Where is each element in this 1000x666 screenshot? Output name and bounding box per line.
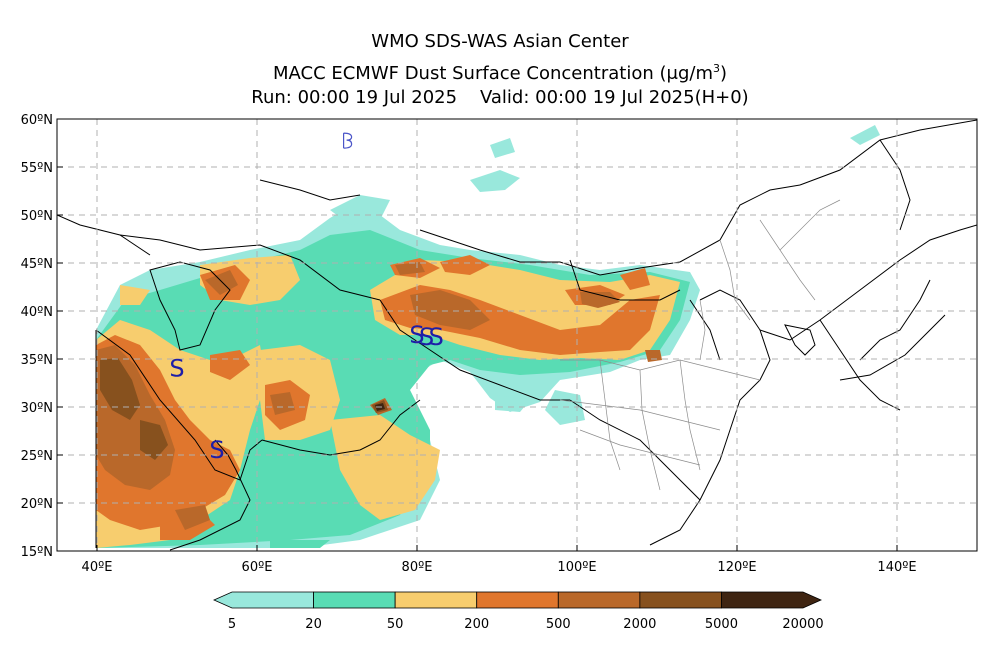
dust-storm-icon: S <box>169 355 184 383</box>
title-unit: (μg/m3) <box>659 62 728 84</box>
title-line-2: MACC ECMWF Dust Surface Concentration (μ… <box>0 58 1000 85</box>
colorbar-label: 500 <box>546 617 571 632</box>
colorbar-swatch <box>313 591 396 609</box>
run-time: Run: 00:00 19 Jul 2025 <box>251 87 458 108</box>
lat-tick-label: 25ºN <box>21 449 53 464</box>
colorbar-swatch <box>476 591 559 609</box>
lon-tick-label: 40ºE <box>82 560 113 575</box>
title-line-1: WMO SDS-WAS Asian Center <box>371 31 629 52</box>
title-product: MACC ECMWF Dust Surface Concentration <box>272 63 654 84</box>
colorbar-swatch <box>721 591 822 609</box>
lon-tick-label: 120ºE <box>717 560 756 575</box>
lat-tick-label: 45ºN <box>21 257 53 272</box>
colorbar-swatch <box>213 591 314 609</box>
lon-tick-label: 60ºE <box>242 560 273 575</box>
lat-tick-label: 55ºN <box>21 161 53 176</box>
colorbar-label: 20000 <box>782 617 823 632</box>
lat-tick-label: 15ºN <box>21 545 53 560</box>
lon-tick-label: 100ºE <box>557 560 596 575</box>
colorbar-label: 200 <box>464 617 489 632</box>
colorbar-label: 50 <box>387 617 404 632</box>
colorbar-swatch <box>639 591 722 609</box>
lon-tick-label: 80ºE <box>402 560 433 575</box>
lon-tick-label: 140ºE <box>877 560 916 575</box>
latitude-axis: 15ºN 20ºN 25ºN 30ºN 35ºN 40ºN 45ºN 50ºN 55ºN 60ºN <box>21 113 63 560</box>
country-borders <box>57 119 977 551</box>
dust-storm-icon: S <box>409 321 424 349</box>
lat-tick-label: 50ºN <box>21 209 53 224</box>
plot-frame <box>56 118 978 552</box>
title-line-3: Run: 00:00 19 Jul 2025 Valid: 00:00 19 J… <box>0 87 1000 109</box>
province-borders <box>559 199 841 491</box>
dust-storm-icon: S <box>429 323 444 351</box>
lat-tick-label: 40ºN <box>21 305 53 320</box>
dust-whirl-icon <box>343 132 353 149</box>
dust-storm-icon: S <box>209 436 224 464</box>
graticule <box>57 119 977 551</box>
colorbar-label: 20 <box>305 617 322 632</box>
colorbar-swatch <box>394 591 478 609</box>
lat-tick-label: 30ºN <box>21 401 53 416</box>
colorbar-swatch <box>557 591 641 609</box>
lat-tick-label: 35ºN <box>21 353 53 368</box>
colorbar-label: 2000 <box>623 617 656 632</box>
valid-time: Valid: 00:00 19 Jul 2025(H+0) <box>479 87 749 108</box>
colorbar: 5 20 50 200 500 2000 5000 20000 <box>213 591 824 632</box>
dust-concentration-field <box>96 125 880 548</box>
longitude-axis: 40ºE 60ºE 80ºE 100ºE 120ºE 140ºE <box>82 545 917 575</box>
colorbar-label: 5000 <box>705 617 738 632</box>
lat-tick-label: 20ºN <box>21 497 53 512</box>
dust-storm-icon: S <box>419 323 434 351</box>
colorbar-label: 5 <box>228 617 236 632</box>
lat-tick-label: 60ºN <box>21 113 53 128</box>
dust-level-2000-5000 <box>100 358 388 460</box>
